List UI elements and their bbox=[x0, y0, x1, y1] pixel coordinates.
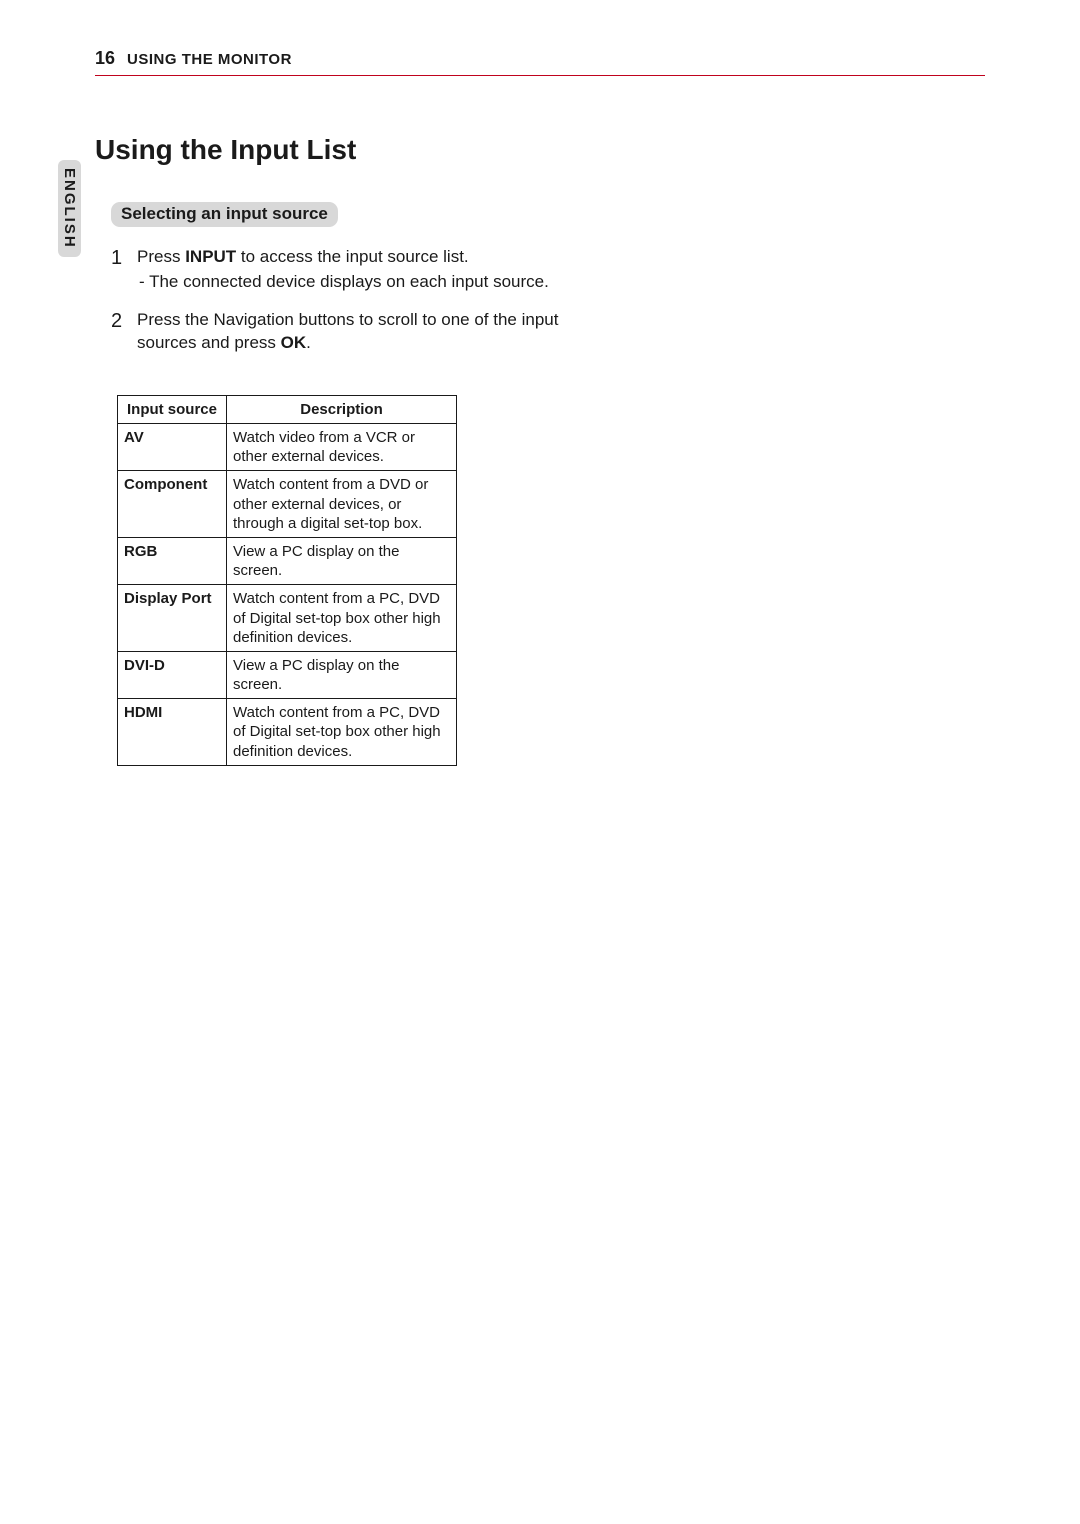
page-title: Using the Input List bbox=[95, 134, 565, 166]
step-text-post: to access the input source list. bbox=[236, 247, 468, 266]
step-text-post: . bbox=[306, 333, 311, 352]
step-text-bold: INPUT bbox=[185, 247, 236, 266]
table-header-row: Input source Description bbox=[118, 395, 457, 423]
table-cell-source: Display Port bbox=[118, 585, 227, 652]
step-item: Press INPUT to access the input source l… bbox=[115, 245, 565, 294]
page-number: 16 bbox=[95, 48, 115, 69]
table-cell-description: Watch content from a DVD or other extern… bbox=[227, 471, 457, 538]
table-cell-source: RGB bbox=[118, 537, 227, 584]
language-tab: ENGLISH bbox=[58, 160, 81, 257]
table-cell-description: Watch video from a VCR or other external… bbox=[227, 424, 457, 471]
step-text-bold: OK bbox=[281, 333, 307, 352]
table-header-cell: Description bbox=[227, 395, 457, 423]
table-row: HDMI Watch content from a PC, DVD of Dig… bbox=[118, 699, 457, 766]
table-cell-description: Watch content from a PC, DVD of Digital … bbox=[227, 585, 457, 652]
step-item: Press the Navigation buttons to scroll t… bbox=[115, 308, 565, 355]
table-header-cell: Input source bbox=[118, 395, 227, 423]
table-row: AV Watch video from a VCR or other exter… bbox=[118, 424, 457, 471]
page: ENGLISH 16 USING THE MONITOR Using the I… bbox=[0, 0, 1080, 1524]
step-text-pre: Press the Navigation buttons to scroll t… bbox=[137, 310, 558, 352]
table-cell-description: Watch content from a PC, DVD of Digital … bbox=[227, 699, 457, 766]
content-column: Using the Input List Selecting an input … bbox=[95, 134, 565, 766]
input-source-table: Input source Description AV Watch video … bbox=[117, 395, 457, 766]
table-row: RGB View a PC display on the screen. bbox=[118, 537, 457, 584]
table-row: Component Watch content from a DVD or ot… bbox=[118, 471, 457, 538]
table-cell-source: Component bbox=[118, 471, 227, 538]
table-cell-source: DVI-D bbox=[118, 651, 227, 698]
table-row: DVI-D View a PC display on the screen. bbox=[118, 651, 457, 698]
header-section-title: USING THE MONITOR bbox=[127, 51, 292, 68]
table-row: Display Port Watch content from a PC, DV… bbox=[118, 585, 457, 652]
table-cell-description: View a PC display on the screen. bbox=[227, 651, 457, 698]
subheading: Selecting an input source bbox=[111, 202, 338, 227]
step-text-pre: Press bbox=[137, 247, 185, 266]
steps-list: Press INPUT to access the input source l… bbox=[95, 245, 565, 355]
table-cell-source: HDMI bbox=[118, 699, 227, 766]
page-header: 16 USING THE MONITOR bbox=[95, 48, 985, 76]
table-cell-description: View a PC display on the screen. bbox=[227, 537, 457, 584]
table-cell-source: AV bbox=[118, 424, 227, 471]
step-sub-bullet: - The connected device displays on each … bbox=[137, 270, 565, 293]
